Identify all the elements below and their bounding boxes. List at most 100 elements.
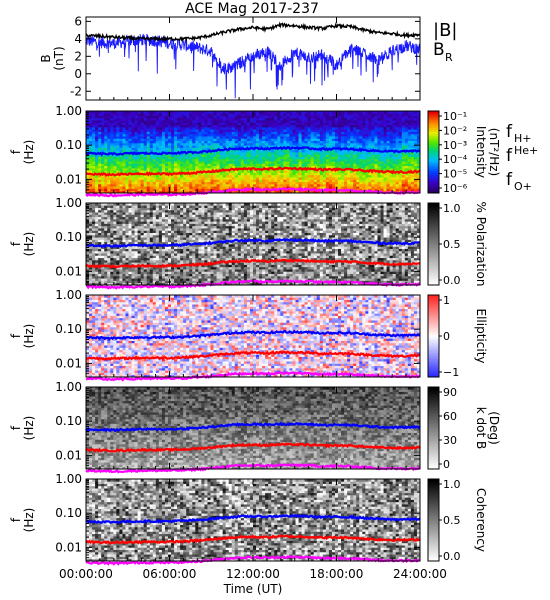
heatmap-cell [204,111,208,114]
heatmap-cell [149,113,154,116]
heatmap-cell [334,120,339,123]
heatmap-cell [183,117,187,121]
heatmap-cell [298,179,302,183]
heatmap-cell [186,161,190,164]
heatmap-cell [231,174,236,178]
heatmap-cell [98,161,102,164]
heatmap-cell [89,209,93,213]
heatmap-cell [262,133,266,137]
heatmap-cell [240,131,245,135]
heatmap-cell [240,133,245,137]
heatmap-cell [155,174,160,178]
heatmap-cell [353,152,357,155]
heatmap-cell [298,120,302,123]
heatmap-cell [334,181,339,185]
heatmap-cell [192,154,196,157]
heatmap-cell [131,216,135,220]
heatmap-cell [143,262,148,265]
heatmap-cell [137,163,142,167]
heatmap-cell [149,133,154,137]
legend-sub: O+ [514,180,532,193]
heatmap-cell [231,136,236,139]
heatmap-cell [253,117,257,121]
heatmap-cell [274,165,278,169]
heatmap-cell [234,140,239,144]
heatmap-cell [259,190,263,194]
heatmap-cell [383,186,387,189]
heatmap-cell [98,129,102,132]
heatmap-cell [222,122,227,126]
heatmap-cell [140,207,145,211]
heatmap-cell [262,181,266,185]
heatmap-cell [256,142,260,146]
heatmap-cell [265,111,269,114]
heatmap-cell [125,170,129,173]
heatmap-cell [322,181,327,185]
heatmap-cell [298,131,302,135]
heatmap-cell [195,186,199,189]
heatmap-cell [140,179,145,183]
heatmap-cell [116,214,120,218]
heatmap-cell [301,122,306,126]
heatmap-cell [386,117,391,121]
heatmap-cell [101,117,105,121]
heatmap-cell [262,156,266,160]
heatmap-cell [158,165,163,169]
heatmap-cell [262,163,266,167]
heatmap-cell [362,179,366,183]
heatmap-cell [98,205,102,208]
heatmap-cell [319,177,324,180]
heatmap-cell [219,181,224,185]
heatmap-cell [368,145,372,148]
heatmap-cell [95,190,99,194]
heatmap-cell [283,133,287,137]
heatmap-cell [262,138,266,142]
heatmap-cell [104,188,108,192]
heatmap-cell [356,126,360,130]
heatmap-cell [143,223,148,227]
heatmap-cell [113,149,117,153]
heatmap-cell [371,140,375,144]
heatmap-cell [89,170,93,173]
heatmap-cell [265,174,269,178]
heatmap-cell [265,140,269,144]
heatmap-cell [89,117,93,121]
heatmap-cell [119,203,123,206]
heatmap-cell [368,154,372,157]
heatmap-cell [98,167,102,171]
heatmap-cell [325,140,330,144]
heatmap-cell [146,275,151,279]
heatmap-cell [243,140,248,144]
heatmap-cell [319,131,324,135]
heatmap-cell [177,158,181,162]
heatmap-cell [186,145,190,148]
heatmap-cell [286,122,290,126]
heatmap-cell [401,131,406,135]
heatmap-cell [374,140,378,144]
heatmap-cell [341,174,345,178]
heatmap-cell [225,179,230,183]
heatmap-cell [161,149,166,153]
heatmap-cell [413,126,418,130]
heatmap-cell [292,177,296,180]
heatmap-cell [356,156,360,160]
heatmap-cell [374,145,378,148]
heatmap-cell [113,218,117,222]
heatmap-cell [307,140,312,144]
heatmap-cell [183,122,187,126]
heatmap-cell [131,167,135,171]
heatmap-cell [280,136,284,139]
heatmap-cell [119,221,123,224]
heatmap-cell [107,124,111,128]
heatmap-cell [380,126,384,130]
heatmap-cell [158,188,163,192]
heatmap-cell [219,156,224,160]
heatmap-cell [204,115,208,119]
heatmap-cell [413,154,418,157]
heatmap-cell [234,111,239,114]
heatmap-cell [365,172,369,176]
heatmap-cell [89,183,93,187]
heatmap-cell [92,239,96,243]
heatmap-cell [158,218,163,222]
colorbar-tick-label: 10⁻¹ [443,110,467,123]
